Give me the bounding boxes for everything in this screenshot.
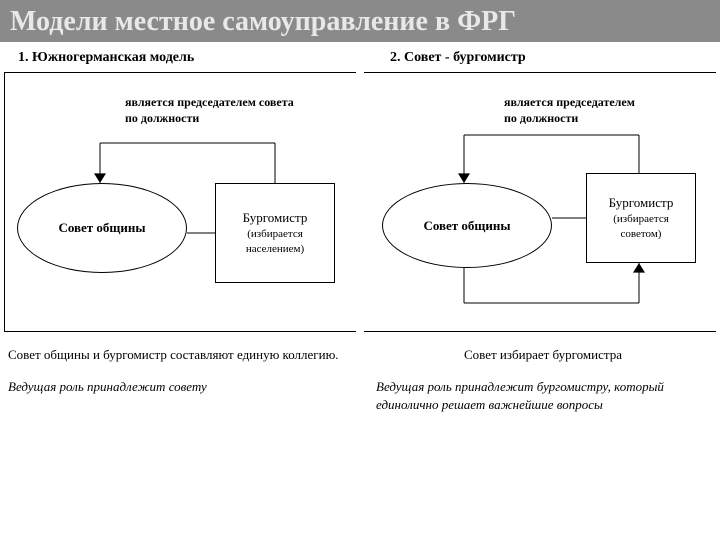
left-rect-mayor: Бургомистр (избирается населением) (215, 183, 335, 283)
right-top-label: является председателем по должности (504, 95, 635, 126)
right-top-label-line1: является председателем (504, 95, 635, 109)
left-caption-2: Ведущая роль принадлежит совету (8, 378, 350, 396)
panels-container: 1. Южногерманская модель является предсе… (0, 42, 720, 429)
right-heading: 2. Совет - бургомистр (360, 42, 720, 72)
left-diagram: является председателем совета по должнос… (4, 72, 356, 332)
panel-left: 1. Южногерманская модель является предсе… (0, 42, 360, 429)
right-top-label-line2: по должности (504, 111, 578, 125)
right-caption-2: Ведущая роль принадлежит бургомистру, ко… (376, 378, 710, 414)
left-ellipse-council: Совет общины (17, 183, 187, 273)
left-top-label-line1: является председателем совета (125, 95, 294, 109)
left-captions: Совет общины и бургомистр составляют еди… (0, 332, 360, 396)
right-rect-mayor: Бургомистр (избирается советом) (586, 173, 696, 263)
page-title: Модели местное самоуправление в ФРГ (0, 0, 720, 42)
left-rect-main: Бургомистр (243, 209, 308, 227)
right-diagram: является председателем по должности Сове… (364, 72, 716, 332)
right-rect-sub1: (избирается (613, 212, 669, 227)
right-ellipse-label: Совет общины (423, 218, 510, 234)
left-top-label-line2: по должности (125, 111, 199, 125)
left-rect-sub2: населением) (246, 242, 304, 257)
right-captions: Совет избирает бургомистра Ведущая роль … (360, 332, 720, 415)
left-caption-1: Совет общины и бургомистр составляют еди… (8, 346, 350, 364)
right-rect-sub2: советом) (621, 227, 662, 242)
panel-right: 2. Совет - бургомистр является председат… (360, 42, 720, 429)
left-heading: 1. Южногерманская модель (0, 42, 360, 72)
left-top-label: является председателем совета по должнос… (125, 95, 294, 126)
right-ellipse-council: Совет общины (382, 183, 552, 268)
right-caption-1: Совет избирает бургомистра (376, 346, 710, 364)
right-rect-main: Бургомистр (609, 194, 674, 212)
left-rect-sub1: (избирается (247, 227, 303, 242)
left-ellipse-label: Совет общины (58, 220, 145, 236)
